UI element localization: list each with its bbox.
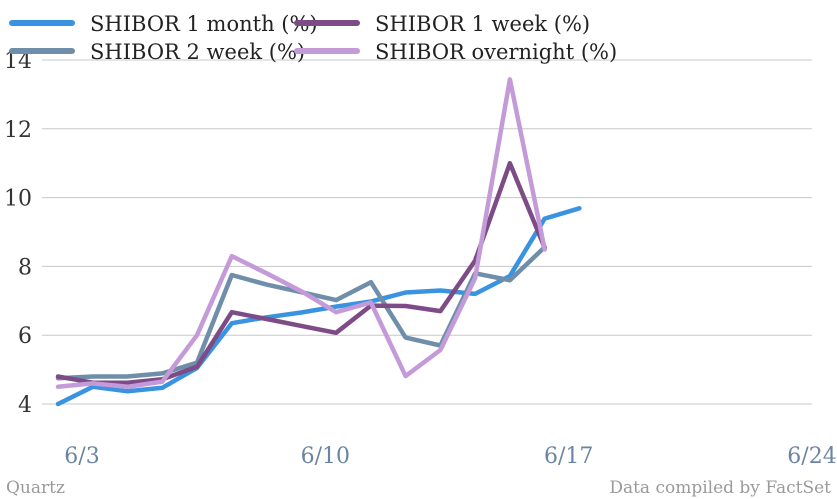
x-tick-label: 6/24 (787, 444, 836, 469)
gridlines (42, 59, 812, 405)
footer-source-right: Data compiled by FactSet (609, 478, 831, 498)
series-lines (55, 77, 582, 407)
series-line-shibor-1-week (55, 160, 547, 385)
legend-item: SHIBOR overnight (%) (294, 40, 617, 64)
series-line-shibor-1-month (55, 206, 582, 407)
legend-item: SHIBOR 2 week (%) (9, 40, 305, 64)
y-tick-label: 8 (18, 255, 32, 280)
y-tick-label: 12 (4, 118, 32, 143)
legend-item: SHIBOR 1 week (%) (294, 12, 590, 36)
y-tick-label: 4 (18, 393, 32, 418)
x-tick-label: 6/10 (301, 444, 350, 469)
x-tick-label: 6/3 (64, 444, 99, 469)
y-tick-label: 6 (18, 324, 32, 349)
legend-label: SHIBOR 1 month (%) (90, 12, 318, 36)
y-tick-label: 10 (4, 187, 32, 212)
legend-label: SHIBOR 1 week (%) (375, 12, 590, 36)
x-tick-label: 6/17 (544, 444, 593, 469)
legend-label: SHIBOR 2 week (%) (90, 40, 305, 64)
x-axis-ticks: 6/3 6/10 6/17 6/24 (64, 444, 836, 469)
footer-source-left: Quartz (6, 478, 65, 498)
legend: SHIBOR 1 month (%) SHIBOR 1 week (%) SHIBO… (9, 12, 617, 64)
legend-item: SHIBOR 1 month (%) (9, 12, 318, 36)
series-line-shibor-overnight (55, 77, 547, 390)
legend-label: SHIBOR overnight (%) (375, 40, 617, 64)
